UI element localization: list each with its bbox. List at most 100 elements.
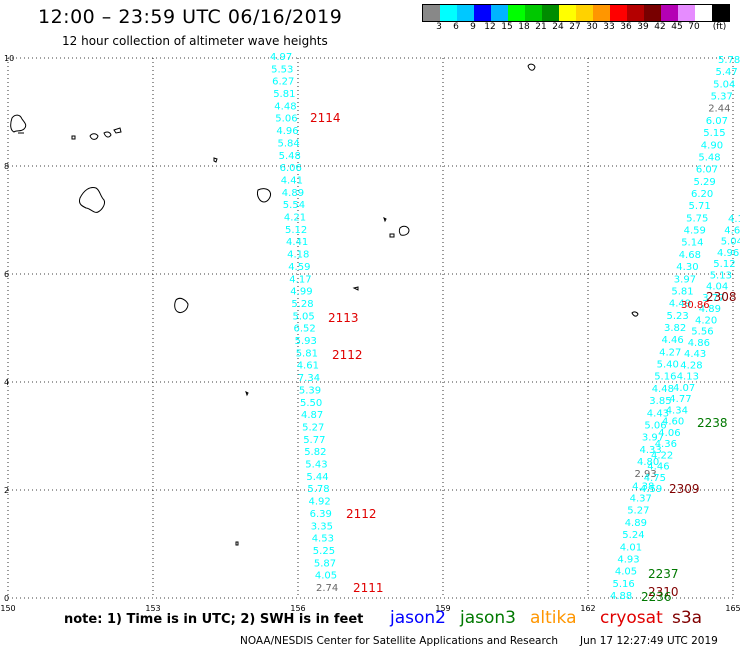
wave-height-value: 3.35 — [311, 521, 333, 532]
wave-height-value: 4.37 — [630, 494, 652, 505]
wave-height-value: 5.48 — [698, 153, 720, 164]
legend-swatch — [627, 5, 644, 21]
y-tick-label: 0 — [4, 594, 9, 603]
wave-height-value: 5.44 — [306, 472, 328, 483]
wave-height-value: 4.92 — [309, 497, 331, 508]
wave-height-value: 4.18 — [287, 250, 309, 261]
island-shape — [113, 127, 122, 134]
wave-height-value: 4.59 — [640, 484, 662, 495]
wave-height-value: 4.46 — [647, 462, 669, 473]
wave-height-value: 4.68 — [679, 250, 701, 261]
wave-height-value: 5.14 — [681, 238, 703, 249]
wave-height-value: 5.06 — [275, 114, 297, 125]
wave-height-value: 5.48 — [279, 151, 301, 162]
pass-label: 2308 — [706, 290, 737, 304]
wave-height-value: 4.46 — [662, 335, 684, 346]
island-shape — [79, 187, 105, 213]
island-shape — [174, 297, 189, 313]
wave-height-value: 3.85 — [649, 396, 671, 407]
wave-height-value: 5.82 — [304, 447, 326, 458]
wave-height-value: 3.97 — [642, 433, 664, 444]
map-title: 12:00 – 23:59 UTC 06/16/2019 — [38, 6, 343, 28]
wave-height-value: 5.50 — [300, 398, 322, 409]
wave-height-value: 5.81 — [273, 89, 295, 100]
wave-height-value: 5.05 — [293, 311, 315, 322]
island-shape — [10, 114, 27, 133]
pass-label: 2238 — [697, 416, 728, 430]
wave-height-value: 5.37 — [711, 92, 733, 103]
wave-height-value: 5.13 — [710, 270, 732, 281]
wave-height-value: 5.81 — [671, 287, 693, 298]
wave-height-value: 4.87 — [301, 410, 323, 421]
legend-swatch-label: 45 — [671, 22, 683, 32]
legend-swatch-label: 70 — [688, 22, 700, 32]
wave-height-value: 5.84 — [278, 138, 300, 149]
wave-height-value: 4.59 — [288, 262, 310, 273]
wave-height-value: 3.97 — [674, 274, 696, 285]
legend-swatch-label: 30 — [586, 22, 598, 32]
wave-height-value: 4.75 — [644, 473, 666, 484]
legend-swatch — [508, 5, 525, 21]
wave-height-value: 4.06 — [658, 428, 680, 439]
wave-height-value: 5.23 — [667, 311, 689, 322]
wave-height-value: 5.77 — [303, 435, 325, 446]
wave-height-value: 5.78 — [307, 484, 329, 495]
legend-swatch-label: 33 — [603, 22, 615, 32]
pass-label: 2114 — [310, 111, 341, 125]
island-shape — [235, 541, 239, 546]
wave-height-value: 7.34 — [298, 373, 320, 384]
wave-height-value: 5.39 — [299, 385, 321, 396]
legend-swatch — [644, 5, 661, 21]
legend-swatch — [712, 5, 729, 21]
legend-swatch — [559, 5, 576, 21]
wave-height-value: 4.89 — [625, 518, 647, 529]
wave-height-value: 5.12 — [713, 259, 735, 270]
wave-height-value: 5.27 — [627, 506, 649, 517]
wave-height-value: 5.93 — [295, 336, 317, 347]
map-grid — [7, 57, 734, 599]
satellite-legend-jason3: jason3 — [460, 608, 516, 628]
legend-swatch — [661, 5, 678, 21]
wave-height-value: 4.05 — [315, 571, 337, 582]
island-shape — [352, 286, 359, 291]
pass-label: 2237 — [648, 567, 679, 581]
wave-height-value: 5.04 — [713, 79, 735, 90]
coastlines — [10, 63, 639, 546]
wave-height-value: 4.99 — [290, 287, 312, 298]
legend-swatch-label: 27 — [569, 22, 581, 32]
legend-swatch — [525, 5, 542, 21]
wave-height-value: 6.06 — [280, 163, 302, 174]
legend-swatch-label: 42 — [654, 22, 666, 32]
legend-swatch — [593, 5, 610, 21]
satellite-legend-s3a: s3a — [672, 608, 703, 628]
legend-swatch-label: 12 — [484, 22, 496, 32]
wave-height-value: 4.36 — [655, 439, 677, 450]
island-shape — [257, 188, 271, 203]
legend-swatch — [440, 5, 457, 21]
wave-height-value: 5.47 — [716, 67, 738, 78]
wave-height-value: 4.88 — [610, 591, 632, 602]
pass-label: 2112 — [332, 348, 363, 362]
wave-height-value: 4.49 — [669, 299, 691, 310]
wave-height-value: 5.87 — [314, 558, 336, 569]
wave-height-value: 4.41 — [281, 176, 303, 187]
pass-label: 2111 — [353, 581, 384, 595]
credit-text: NOAA/NESDIS Center for Satellite Applica… — [240, 635, 558, 647]
wave-height-value: 5.40 — [657, 360, 679, 371]
wave-height-value: 4.33 — [640, 445, 662, 456]
wave-height-value: 5.15 — [703, 128, 725, 139]
wave-height-value: 6.20 — [691, 189, 713, 200]
island-shape — [103, 131, 112, 138]
wave-height-value: 4.07 — [673, 383, 695, 394]
y-tick-label: 10 — [4, 54, 14, 63]
wave-height-value: 3.82 — [664, 323, 686, 334]
x-tick-label: 153 — [145, 604, 160, 613]
wave-height-value: 4.93 — [617, 555, 639, 566]
wave-height-value: 2.93 — [635, 469, 657, 480]
legend-swatch — [474, 5, 491, 21]
legend-swatch-label: 18 — [518, 22, 530, 32]
wave-height-value: 4.43 — [684, 349, 706, 360]
wave-height-value: 4.59 — [684, 226, 706, 237]
